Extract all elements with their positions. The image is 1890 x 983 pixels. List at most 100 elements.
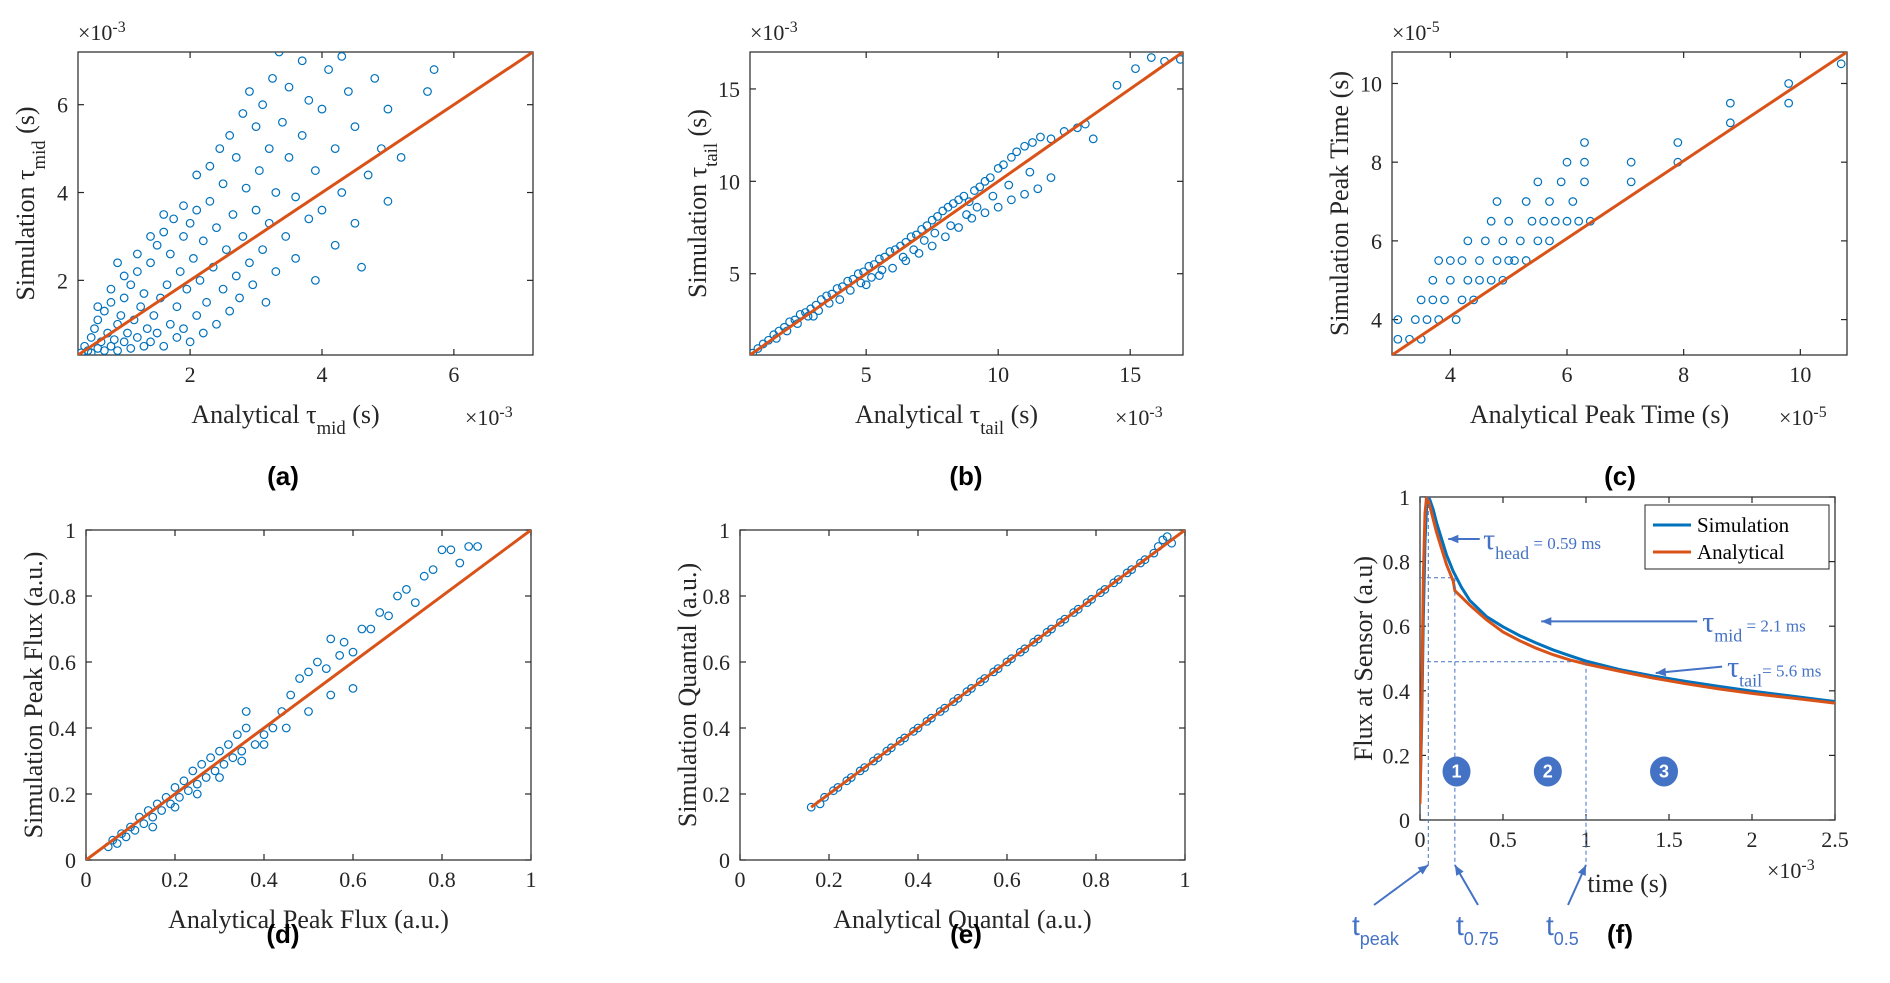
panel-a: 2 4 6 2 4 6 Analytical τmid (s) Simulation τmid…	[11, 19, 534, 491]
scatter-point	[867, 273, 876, 282]
panel-b: 5 10 15 5 10 15 Analytical τtail (s) Simulation…	[683, 19, 1184, 491]
x-tick-label: 4	[1445, 362, 1456, 387]
scatter-point	[183, 786, 193, 796]
scatter-point	[410, 598, 420, 607]
arrow-head	[1417, 865, 1429, 875]
scatter-point	[304, 667, 313, 677]
x-tick-label: 0.8	[1082, 867, 1110, 892]
panel-c: 4 6 8 10 4 6 8 10 Analytical Peak Time (s) Simula…	[1325, 19, 1848, 491]
scatter-point	[215, 144, 225, 154]
identity-line	[78, 52, 533, 355]
scatter-point	[1428, 295, 1438, 305]
y-axis-label: Simulation Quantal (a.u.)	[673, 563, 702, 827]
scatter-point	[152, 240, 162, 250]
legend-box	[1644, 504, 1830, 570]
scatter-point	[93, 315, 103, 325]
tau-tail-annotation: τtail= 5.6 ms	[1727, 651, 1821, 691]
y-tick-label: 0.8	[1383, 550, 1411, 575]
scatter-point	[1149, 548, 1159, 558]
scatter-point	[99, 346, 109, 355]
x-tick-label: 0.5	[1489, 827, 1517, 852]
scatter-point	[909, 726, 918, 736]
scatter-point	[231, 271, 241, 281]
plot-area	[1392, 52, 1847, 355]
scatter-point	[1498, 236, 1508, 246]
scatter-point	[326, 690, 336, 700]
scatter-point	[297, 131, 307, 140]
scatter-point	[225, 306, 235, 316]
scatter-point	[869, 756, 878, 766]
y-tick-label: 1	[719, 518, 730, 543]
scatter-point	[238, 109, 248, 118]
scatter-point	[375, 608, 385, 617]
scatter-point	[159, 227, 169, 237]
legend-entry: Simulation	[1697, 513, 1790, 537]
panel-label: (c)	[1604, 461, 1636, 491]
x-axis-label: time (s)	[1587, 869, 1667, 898]
y-tick-label: 2	[57, 268, 68, 293]
scatter-point	[383, 104, 393, 114]
panel-label: (e)	[950, 919, 982, 949]
scatter-point	[317, 104, 327, 114]
scatter-point	[1562, 216, 1572, 226]
scatter-point	[274, 52, 284, 57]
scatter-point	[157, 806, 167, 815]
scatter-point	[251, 122, 261, 132]
scatter-point	[264, 144, 274, 154]
scatter-point	[962, 210, 971, 219]
scatter-point	[259, 730, 269, 739]
x-tick-label: 10	[987, 362, 1009, 387]
scatter-point	[842, 776, 852, 786]
x-tick-label: 6	[1562, 362, 1573, 387]
scatter-point	[261, 297, 271, 307]
scatter-point	[1673, 138, 1683, 147]
scatter-point	[1545, 236, 1554, 246]
scatter-point	[1568, 197, 1578, 206]
scatter-point	[1042, 627, 1052, 637]
identity-line	[750, 52, 1183, 355]
x-tick-label: 0	[81, 867, 92, 892]
y-tick-label: 5	[729, 262, 740, 287]
annotation-arrow	[1373, 864, 1429, 906]
scatter-point	[1510, 256, 1519, 265]
y-axis-label: Simulation Peak Flux (a.u.)	[19, 552, 48, 839]
scatter-point	[132, 333, 142, 342]
scatter-point	[119, 271, 129, 281]
y-tick-label: 0	[1399, 808, 1410, 833]
scatter-point	[972, 202, 982, 212]
scatter-point	[192, 205, 202, 215]
scatter-point	[106, 297, 116, 307]
y-tick-label: 0.4	[1383, 679, 1411, 704]
scatter-point	[1463, 275, 1473, 285]
scatter-point	[258, 100, 268, 110]
annotation-arrow	[1655, 665, 1723, 675]
scatter-point	[350, 122, 360, 132]
scatter-point	[357, 262, 366, 272]
arrow-head	[1655, 667, 1667, 677]
scatter-point	[396, 152, 406, 162]
scatter-point	[324, 65, 333, 74]
scatter-point	[1457, 256, 1467, 265]
scatter-point	[295, 674, 305, 683]
scatter-point	[321, 664, 331, 673]
scatter-point	[919, 236, 929, 245]
panel-f: 0 0.5 1 1.5 2 2.5 0 0.2 0.4 0.6 0.8 1 time (s) Flux a…	[1349, 485, 1849, 949]
panel-label: (a)	[267, 461, 299, 491]
scatter-point	[142, 324, 152, 334]
scatter-point	[1088, 134, 1098, 144]
scatter-point	[126, 280, 136, 290]
scatter-point	[218, 284, 228, 294]
y-tick-label: 0.6	[1383, 614, 1411, 639]
scatter-point	[806, 802, 816, 812]
scatter-point	[238, 232, 248, 241]
scatter-point	[132, 267, 142, 276]
scatter-point	[310, 275, 320, 285]
scatter-point	[254, 166, 264, 175]
scatter-point	[231, 152, 241, 162]
scatter-point	[245, 258, 254, 268]
y-axis-label: Simulation τmid (s)	[11, 106, 50, 300]
scatter-point	[874, 271, 884, 280]
scatter-point	[291, 253, 301, 263]
scatter-point	[464, 542, 474, 551]
scatter-point	[119, 337, 129, 347]
